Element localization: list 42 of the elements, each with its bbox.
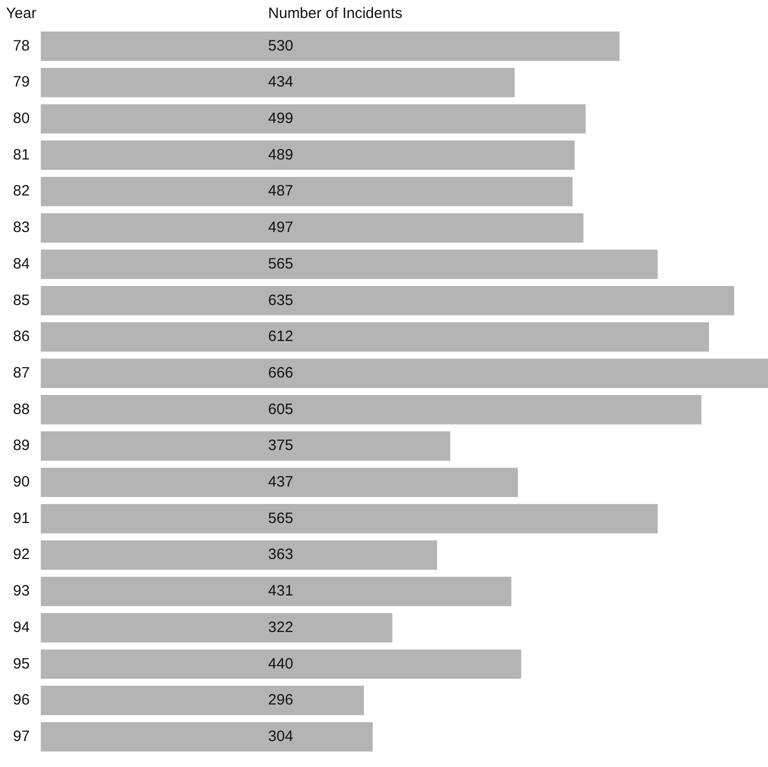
y-tick-label: 93	[12, 582, 30, 600]
data-label: 322	[268, 618, 294, 636]
y-tick-label: 80	[12, 110, 30, 128]
y-tick-label: 87	[12, 364, 30, 382]
y-tick-label: 94	[12, 618, 30, 636]
y-tick-label: 91	[12, 510, 30, 527]
data-label: 296	[268, 692, 294, 709]
y-tick-label: 86	[12, 328, 30, 346]
data-label: 497	[268, 219, 294, 236]
data-label: 666	[268, 364, 294, 382]
y-tick-label: 82	[12, 182, 30, 200]
y-tick-label: 78	[12, 37, 30, 54]
data-label: 565	[268, 510, 294, 527]
y-tick-label: 96	[12, 692, 30, 709]
data-label: 487	[268, 182, 294, 200]
y-tick-label: 88	[12, 400, 30, 418]
y-tick-label: 84	[12, 255, 30, 272]
data-label: 605	[268, 400, 294, 418]
y-tick-label: 79	[12, 74, 30, 91]
data-label: 304	[268, 728, 294, 745]
data-label: 440	[268, 655, 294, 672]
data-label: 612	[268, 328, 294, 346]
y-tick-label: 81	[12, 146, 30, 164]
x-axis-title: Number of Incidents	[268, 5, 402, 22]
data-label: 565	[268, 255, 294, 272]
data-label: 489	[268, 146, 294, 164]
data-label: 437	[268, 474, 294, 491]
data-label: 363	[268, 546, 294, 564]
data-label: 434	[268, 74, 294, 91]
y-tick-label: 97	[12, 728, 30, 745]
y-tick-label: 83	[12, 219, 30, 236]
data-label: 375	[268, 437, 294, 454]
y-tick-label: 90	[12, 474, 30, 491]
y-tick-label: 92	[12, 546, 30, 564]
y-axis-title: Year	[6, 5, 36, 22]
data-label: 499	[268, 110, 294, 128]
y-tick-label: 95	[12, 655, 30, 672]
y-tick-label: 85	[12, 292, 30, 309]
data-label: 431	[268, 582, 294, 600]
data-label: 635	[268, 292, 294, 309]
y-tick-label: 89	[12, 437, 30, 454]
data-label: 530	[268, 37, 294, 54]
